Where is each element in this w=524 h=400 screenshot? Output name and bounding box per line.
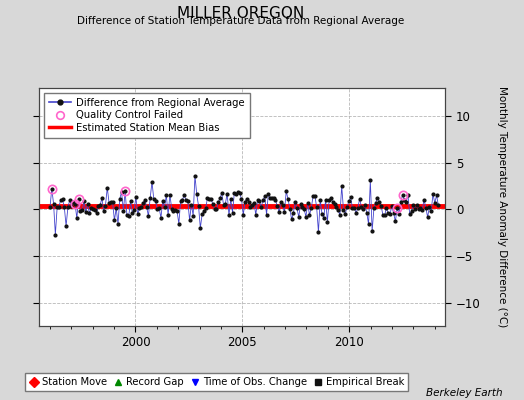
Y-axis label: Monthly Temperature Anomaly Difference (°C): Monthly Temperature Anomaly Difference (… xyxy=(497,86,507,328)
Text: Difference of Station Temperature Data from Regional Average: Difference of Station Temperature Data f… xyxy=(78,16,405,26)
Text: MILLER OREGON: MILLER OREGON xyxy=(178,6,304,21)
Legend: Station Move, Record Gap, Time of Obs. Change, Empirical Break: Station Move, Record Gap, Time of Obs. C… xyxy=(25,373,408,391)
Legend: Difference from Regional Average, Quality Control Failed, Estimated Station Mean: Difference from Regional Average, Qualit… xyxy=(45,93,250,138)
Text: Berkeley Earth: Berkeley Earth xyxy=(427,388,503,398)
